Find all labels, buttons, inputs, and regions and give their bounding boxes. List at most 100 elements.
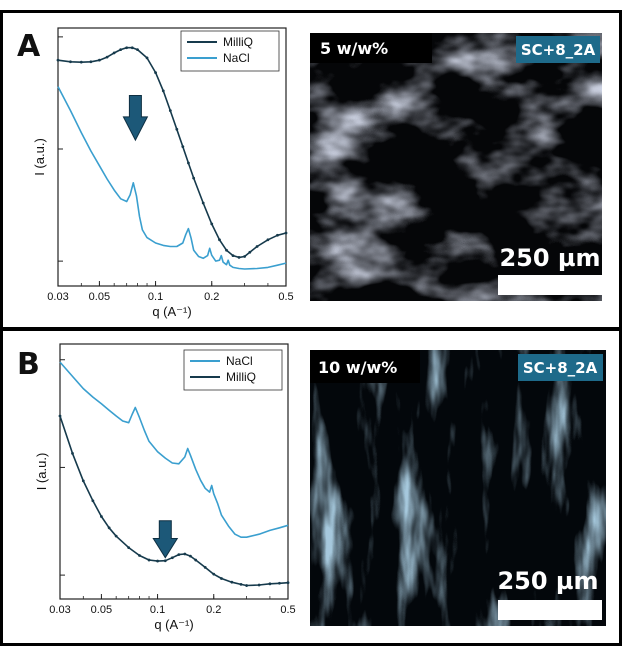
scale-bar-label-a: 250 µm [499, 244, 600, 272]
x-tick-label: 0.2 [206, 604, 221, 616]
x-tick-label: 0.03 [49, 604, 70, 616]
x-axis-label: q (A⁻¹) [152, 304, 191, 319]
x-tick-label: 0.03 [47, 291, 68, 303]
sample-badge-b-bg [518, 354, 603, 381]
x-tick-label: 0.2 [204, 291, 219, 303]
data-point-milliq [245, 584, 249, 587]
data-point-milliq [56, 58, 60, 62]
legend-box [180, 30, 280, 72]
legend-box [183, 349, 283, 391]
data-point-milliq [237, 255, 241, 259]
data-point-milliq [105, 55, 109, 59]
data-point-milliq [276, 233, 279, 237]
data-point-milliq [278, 581, 281, 585]
data-point-milliq [97, 58, 101, 62]
legend: NaCl MilliQ [183, 349, 283, 391]
data-point-milliq [243, 255, 247, 258]
data-point-milliq [136, 48, 139, 52]
panel-b: B 0.03 0.05 0.1 0.2 0.5 q (A⁻¹) I (a.u.) NaCl Mi… [17, 343, 606, 632]
data-point-milliq [58, 414, 62, 418]
data-point-milliq [130, 46, 134, 50]
data-point-milliq [210, 222, 214, 226]
concentration-label-a: 5 w/w% [320, 39, 388, 58]
panel-letter-b: B [17, 347, 40, 382]
legend-label-milliq: MilliQ [226, 370, 256, 384]
micrograph-b-texture [310, 350, 606, 626]
sample-badge-b: SC+8_2A [523, 359, 598, 377]
data-point-milliq [147, 558, 151, 562]
x-tick-label: 0.1 [150, 604, 165, 616]
data-point-milliq [119, 48, 123, 52]
x-tick-label: 0.05 [89, 291, 110, 303]
data-point-milliq [145, 56, 149, 60]
data-point-milliq [89, 60, 93, 64]
data-point-milliq [230, 580, 234, 584]
data-point-milliq [127, 546, 131, 550]
data-point-milliq [69, 60, 72, 64]
data-point-milliq [156, 559, 159, 563]
data-point-milliq [268, 582, 272, 586]
data-point-milliq [125, 46, 129, 50]
data-point-milliq [99, 515, 103, 518]
x-tick-label: 0.5 [278, 291, 293, 303]
data-point-milliq [220, 577, 223, 580]
data-point-milliq [225, 248, 228, 252]
data-point-milliq [257, 583, 261, 587]
micrograph-b: 10 w/w% SC+8_2A 250 µm [310, 350, 606, 626]
data-point-milliq [255, 245, 259, 248]
micrograph-a-texture [310, 33, 602, 301]
micrograph-a: 5 w/w% SC+8_2A 250 µm [310, 33, 602, 301]
concentration-label-b-bg [310, 350, 420, 383]
data-point-milliq [181, 145, 185, 149]
plot-frame [57, 27, 287, 287]
x-axis-label: q (A⁻¹) [154, 617, 193, 632]
data-point-milliq [203, 565, 207, 569]
scale-bar-b [498, 600, 602, 620]
legend-label-milliq: MilliQ [223, 35, 253, 49]
data-point-milliq [154, 71, 157, 75]
series-line-nacl [59, 361, 289, 538]
data-point-milliq [194, 558, 198, 562]
x-tick-label: 0.5 [280, 604, 295, 616]
data-point-milliq [189, 554, 192, 558]
concentration-label-a-bg [310, 33, 432, 63]
saxs-chart-a: 0.03 0.05 0.1 0.2 0.5 q (A⁻¹) I (a.u.) MilliQ Na… [32, 27, 294, 319]
legend-label-nacl: NaCl [226, 354, 253, 368]
data-point-milliq [112, 51, 116, 55]
data-point-milliq [138, 554, 141, 557]
data-point-milliq [192, 176, 196, 180]
data-point-milliq [187, 161, 190, 165]
legend-label-nacl: NaCl [223, 51, 250, 65]
panel-a: A 0.03 0.05 0.1 0.2 0.5 q (A⁻¹) I (a.u.) MilliQ… [17, 27, 602, 319]
sample-badge-a-bg [516, 36, 600, 63]
data-point-milliq [107, 526, 111, 530]
saxs-chart-b: 0.03 0.05 0.1 0.2 0.5 q (A⁻¹) I (a.u.) NaCl Mill… [34, 343, 296, 632]
data-point-milliq [231, 254, 235, 258]
data-point-milliq [168, 109, 172, 113]
data-point-milliq [286, 581, 290, 585]
data-point-milliq [248, 250, 252, 254]
plot-frame [59, 343, 289, 600]
scale-bar-label-b: 250 µm [497, 567, 598, 595]
data-point-milliq [79, 60, 83, 64]
data-point-milliq [183, 552, 187, 556]
y-axis-label: I (a.u.) [34, 453, 49, 491]
data-point-milliq [114, 534, 118, 538]
series-line-nacl [57, 86, 287, 270]
data-point-milliq [170, 556, 174, 560]
arrow-down-icon [122, 95, 149, 142]
data-point-milliq [201, 201, 205, 205]
data-point-milliq [175, 127, 179, 131]
data-point-milliq [218, 238, 221, 242]
x-tick-label: 0.1 [148, 291, 163, 303]
data-point-milliq [81, 479, 85, 483]
concentration-label-b: 10 w/w% [318, 358, 397, 377]
legend: MilliQ NaCl [180, 30, 280, 72]
panel-letter-a: A [17, 29, 41, 64]
arrow-down-icon [152, 520, 179, 559]
data-point-milliq [284, 231, 288, 235]
sample-badge-a: SC+8_2A [521, 41, 596, 59]
data-point-milliq [177, 553, 181, 557]
